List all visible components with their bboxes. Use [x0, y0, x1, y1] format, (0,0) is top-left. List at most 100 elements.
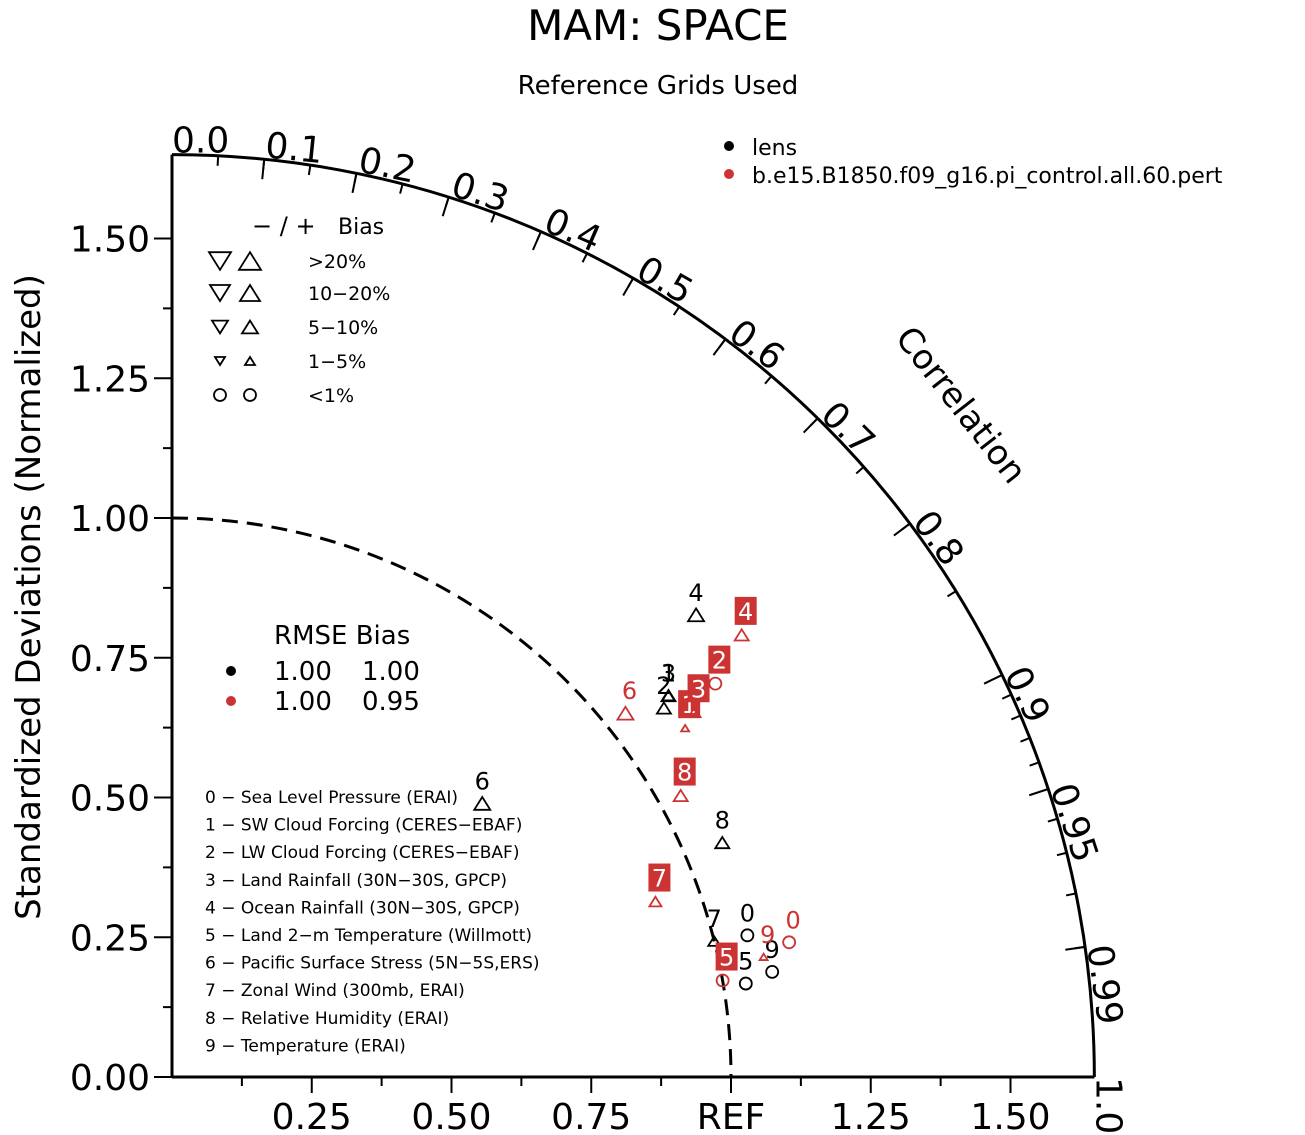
variable-list-item: 5 − Land 2−m Temperature (Willmott) — [205, 926, 532, 946]
rmse-legend-dot — [226, 696, 236, 706]
variable-list-item: 4 − Ocean Rainfall (30N−30S, GPCP) — [205, 898, 520, 918]
bias-marker-triangle — [679, 723, 691, 733]
bias-legend-row: >20% — [308, 251, 366, 273]
data-point-c000000-6: 6 — [472, 767, 492, 811]
x-tick-label: 0.25 — [272, 1097, 352, 1135]
data-point-label: 7 — [652, 865, 667, 893]
data-point-ccc3333-2: 2 — [708, 645, 731, 691]
corr-tick — [261, 159, 266, 180]
bias-marker-circle — [708, 676, 723, 691]
data-point-label: 3 — [661, 660, 676, 688]
bias-marker-triangle — [686, 606, 706, 623]
chart-title: MAM: SPACE — [527, 1, 789, 50]
data-point-label: 4 — [738, 598, 753, 626]
bias-circle-icon — [213, 388, 227, 402]
corr-minor-tick — [490, 212, 496, 223]
bias-marker-triangle — [472, 795, 492, 811]
data-point-ccc3333-4: 4 — [733, 596, 757, 642]
reference-arc — [171, 516, 733, 1078]
data-point-ccc3333-8: 8 — [672, 757, 696, 803]
data-point-label-box — [673, 757, 696, 786]
bias-legend-row: 5−10% — [308, 317, 378, 339]
data-point-c000000-0: 0 — [740, 899, 755, 943]
corr-minor-tick — [1020, 737, 1031, 743]
corr-minor-tick — [399, 183, 404, 194]
corr-minor-tick — [1047, 817, 1058, 823]
bias-up-triangle-icon — [238, 283, 262, 302]
corr-minor-tick — [946, 590, 957, 598]
bias-marker-circle — [738, 976, 753, 991]
legends: − / + Bias >20% 10−20% 5−10% 1−5% <1% lens b.e15… — [205, 136, 1223, 1056]
y-tick-label: 1.25 — [70, 359, 150, 400]
correlation-tick-label: 0.0 — [172, 121, 229, 162]
legend-series-name: b.e15.B1850.f09_g16.pi_control.all.60.pe… — [752, 164, 1223, 189]
correlation-arc — [171, 153, 1096, 1078]
corr-tick — [802, 417, 819, 434]
data-point-c000000-2: 2 — [655, 672, 673, 715]
corr-tick — [622, 277, 635, 297]
data-point-label: 5 — [719, 944, 734, 972]
ref-label: REF — [697, 1097, 765, 1135]
correlation-tick-label: 0.4 — [538, 200, 607, 260]
x-tick-label: 0.50 — [411, 1097, 491, 1135]
rmse-legend-value: 1.00 — [274, 687, 332, 717]
bias-marker-circle — [765, 964, 780, 979]
bias-circle-icon — [243, 388, 257, 402]
corr-minor-tick — [1010, 714, 1021, 721]
correlation-tick-label: 0.3 — [447, 165, 514, 221]
y-tick-label: 1.00 — [70, 499, 150, 540]
data-point-c000000-4: 4 — [686, 579, 706, 623]
corr-minor-tick — [672, 306, 681, 316]
bias-marker-triangle — [659, 688, 678, 703]
data-point-ccc3333-9: 9 — [758, 921, 775, 961]
correlation-tick-label: 0.95 — [1042, 778, 1106, 867]
rmse-legend-header: RMSE Bias — [274, 621, 410, 651]
y-tick-label: 0.75 — [70, 639, 150, 680]
data-point-c000000-8: 8 — [713, 807, 731, 850]
bias-up-triangle-icon — [240, 318, 260, 335]
bias-marker-triangle — [655, 700, 673, 715]
corr-minor-tick — [216, 155, 220, 166]
data-point-label: 2 — [656, 672, 671, 700]
data-point-label: 6 — [475, 767, 490, 795]
variable-list-item: 0 − Sea Level Pressure (ERAI) — [205, 788, 458, 808]
data-point-c000000-9: 9 — [765, 936, 780, 979]
bias-legend-sign: − / + — [252, 212, 316, 240]
rmse-legend-bias: 0.95 — [362, 687, 420, 717]
y-axis-label: Standardized Deviations (Normalized) — [9, 274, 49, 920]
variable-list-item: 9 − Temperature (ERAI) — [205, 1036, 406, 1056]
correlation-tick-label: 0.6 — [721, 312, 791, 379]
variable-list-item: 7 − Zonal Wind (300mb, ERAI) — [205, 981, 465, 1001]
bias-legend-row: 1−5% — [308, 351, 366, 373]
bias-marker-triangle — [706, 934, 722, 947]
corr-tick — [441, 196, 450, 217]
corr-minor-tick — [764, 375, 773, 385]
corr-tick — [712, 338, 727, 356]
correlation-tick-label: 0.1 — [264, 125, 325, 172]
bias-marker-triangle — [686, 705, 703, 718]
data-point-label: 4 — [688, 579, 703, 607]
bias-marker-triangle — [733, 627, 751, 642]
data-point-ccc3333-6: 6 — [615, 677, 637, 721]
bias-marker-circle — [715, 973, 730, 988]
data-point-label-box — [715, 942, 738, 971]
bias-down-triangle-icon — [207, 251, 233, 272]
data-point-label-box — [734, 596, 757, 625]
data-point-label: 9 — [760, 921, 775, 949]
data-point-label: 8 — [677, 759, 692, 787]
correlation-tick-label: 1.0 — [1087, 1077, 1128, 1134]
data-point-label-box — [687, 674, 710, 703]
variable-list-item: 3 − Land Rainfall (30N−30S, GPCP) — [205, 871, 507, 891]
variable-list-item: 6 − Pacific Surface Stress (5N−5S,ERS) — [205, 954, 540, 974]
data-point-c000000-3: 3 — [659, 660, 678, 703]
bias-up-triangle-icon — [243, 355, 257, 366]
y-tick-label: 1.50 — [70, 220, 150, 261]
legend-marker-dot — [724, 141, 734, 151]
data-point-ccc3333-7: 7 — [647, 863, 671, 908]
bias-down-triangle-icon — [213, 356, 227, 367]
bias-legend-row: 10−20% — [308, 283, 390, 305]
correlation-label: Correlation — [887, 319, 1034, 491]
corr-tick — [893, 522, 911, 537]
corr-minor-tick — [1001, 693, 1012, 700]
correlation-tick-label: 0.7 — [813, 394, 883, 463]
